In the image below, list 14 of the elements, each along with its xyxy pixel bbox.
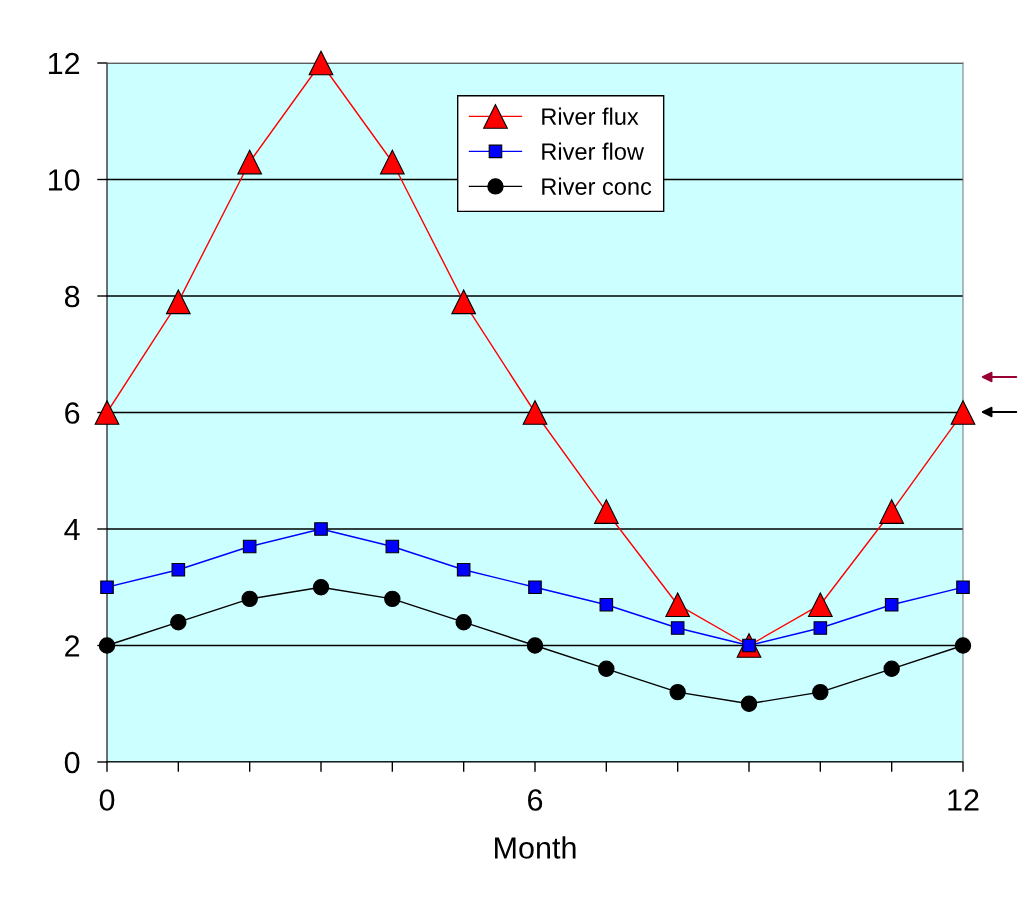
y-tick-label: 0 bbox=[64, 751, 80, 774]
legend-label: River flux bbox=[542, 107, 639, 125]
y-tick-label: 4 bbox=[64, 519, 80, 541]
legend-label: River conc bbox=[542, 177, 652, 195]
legend-label: River flow bbox=[542, 142, 645, 160]
y-tick-label: 10 bbox=[48, 169, 80, 191]
y-tick-label: 6 bbox=[65, 402, 80, 424]
x-tick-label: 6 bbox=[528, 789, 543, 811]
x-tick-label: 0 bbox=[99, 789, 115, 811]
x-tick-label: 12 bbox=[948, 789, 979, 811]
y-tick-label: 2 bbox=[65, 635, 80, 657]
x-axis-title: Month bbox=[495, 836, 576, 859]
y-tick-label: 12 bbox=[48, 52, 80, 75]
y-tick-label: 8 bbox=[64, 285, 80, 308]
